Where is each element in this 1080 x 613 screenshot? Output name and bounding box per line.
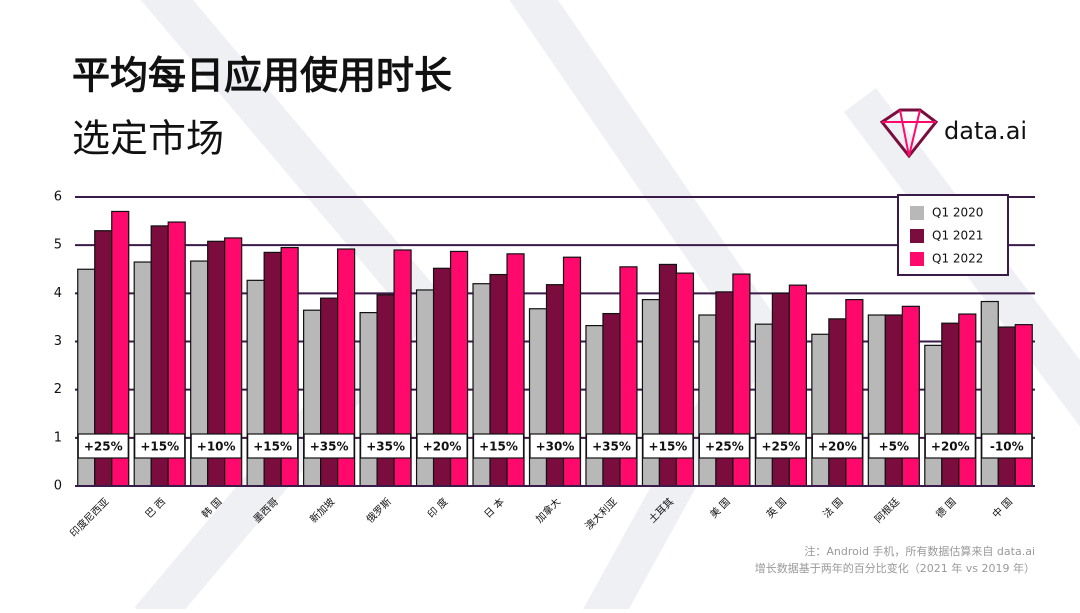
bar (867, 314, 886, 487)
y-tick-label: 1 (54, 430, 62, 445)
growth-label: +10% (197, 440, 236, 454)
y-tick-label: 5 (54, 238, 62, 253)
bar (1014, 324, 1033, 487)
growth-label: +15% (649, 440, 688, 454)
x-tick-label: 法 国 (820, 495, 846, 521)
growth-label: +20% (931, 440, 970, 454)
growth-box (134, 433, 186, 459)
chart-title: 平均每日应用使用时长 (72, 54, 452, 98)
bar (941, 322, 960, 487)
bar (754, 323, 773, 487)
logo-text: data.ai (944, 117, 1027, 145)
growth-box (811, 433, 863, 459)
legend-swatch (910, 206, 924, 220)
x-tick-label: 中 国 (989, 495, 1015, 521)
growth-box (416, 433, 468, 459)
x-tick-label: 印 度 (425, 495, 451, 521)
growth-label: +25% (84, 440, 123, 454)
growth-box (755, 433, 807, 459)
bar (997, 326, 1016, 487)
growth-box (642, 433, 694, 459)
x-tick-label: 德 国 (933, 495, 959, 521)
legend-swatch (910, 252, 924, 266)
growth-label: +15% (140, 440, 179, 454)
growth-label: +35% (592, 440, 631, 454)
growth-label: +5% (879, 440, 909, 454)
growth-label: +35% (310, 440, 349, 454)
growth-box (585, 433, 638, 459)
bar (811, 333, 830, 487)
y-tick-label: 4 (54, 286, 62, 301)
legend-label: Q1 2021 (932, 229, 983, 243)
growth-label: -10% (990, 440, 1024, 454)
growth-box (77, 433, 129, 459)
growth-box (529, 433, 581, 459)
bar (698, 314, 717, 487)
x-tick-label: 加拿大 (533, 495, 563, 525)
growth-label: +30% (536, 440, 575, 454)
growth-box (247, 433, 299, 459)
y-tick-label: 6 (54, 190, 62, 205)
growth-box (190, 433, 242, 459)
x-tick-label: 阿根廷 (872, 495, 902, 525)
legend-label: Q1 2022 (932, 252, 983, 266)
bar (884, 314, 903, 487)
growth-label: +35% (366, 440, 405, 454)
bar (528, 308, 548, 487)
growth-box (924, 433, 976, 459)
x-tick-label: 英 国 (764, 495, 790, 521)
note: 注：Android 手机，所有数据估算来自 data.ai (804, 544, 1035, 558)
y-tick-label: 3 (54, 334, 62, 349)
legend-label: Q1 2020 (932, 206, 983, 220)
y-tick-label: 2 (54, 382, 62, 397)
growth-box (303, 433, 355, 459)
growth-label: +25% (705, 440, 744, 454)
bar (602, 312, 621, 487)
note: 增长数据基于两年的百分比变化（2021 年 vs 2019 年） (755, 561, 1035, 575)
x-tick-label: 俄罗斯 (363, 495, 393, 525)
x-tick-label: 美 国 (707, 495, 733, 521)
growth-label: +15% (253, 440, 292, 454)
growth-box (868, 433, 920, 459)
legend-swatch (910, 229, 924, 243)
growth-label: +20% (818, 440, 857, 454)
bar (359, 312, 378, 487)
growth-label: +25% (761, 440, 800, 454)
bar (828, 318, 847, 487)
x-tick-label: 印度尼西亚 (67, 495, 112, 540)
bar (901, 305, 920, 487)
growth-box (472, 433, 525, 459)
x-tick-label: 日 本 (481, 495, 507, 521)
growth-box (359, 433, 412, 459)
x-tick-label: 新加坡 (307, 495, 337, 525)
bar (303, 309, 322, 487)
bar (958, 313, 977, 487)
bar (585, 325, 604, 487)
growth-box (698, 433, 751, 459)
x-tick-label: 巴 西 (143, 496, 168, 521)
x-tick-label: 澳大利亚 (582, 495, 619, 532)
growth-label: +20% (423, 440, 462, 454)
growth-box (981, 433, 1033, 459)
bar (924, 344, 943, 487)
logo-icon (879, 108, 939, 159)
chart-subtitle: 选定市场 (72, 117, 224, 161)
growth-label: +15% (479, 440, 518, 454)
y-tick-label: 0 (54, 479, 62, 494)
